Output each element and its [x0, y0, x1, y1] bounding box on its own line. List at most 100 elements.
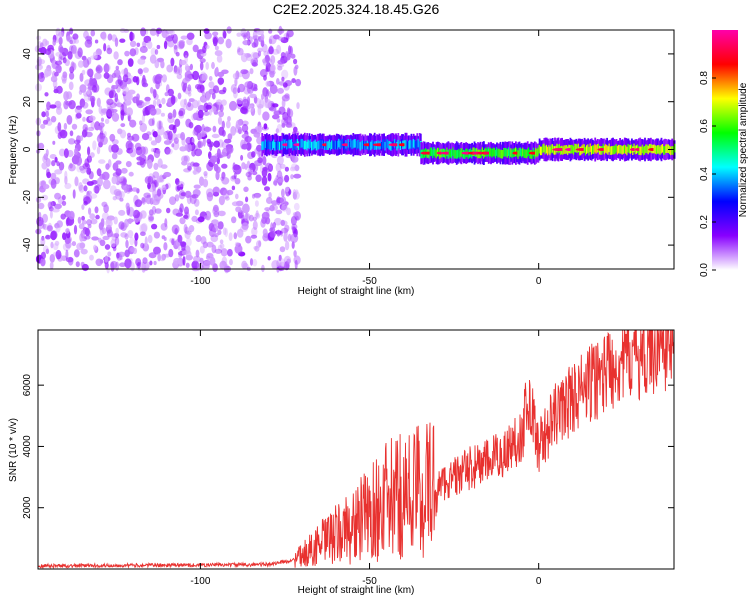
- noise-speckle: [187, 101, 192, 108]
- noise-speckle: [295, 215, 299, 221]
- noise-speckle: [150, 147, 156, 153]
- noise-speckle: [185, 262, 190, 268]
- noise-speckle: [50, 115, 57, 123]
- noise-speckle: [151, 117, 155, 126]
- signal-core: [293, 141, 295, 151]
- noise-speckle: [294, 164, 300, 172]
- noise-speckle: [107, 33, 113, 41]
- noise-speckle: [77, 216, 82, 224]
- noise-speckle: [120, 103, 125, 114]
- noise-speckle: [281, 188, 285, 198]
- noise-speckle: [115, 65, 120, 71]
- noise-speckle: [212, 263, 218, 273]
- noise-speckle: [284, 228, 288, 238]
- noise-speckle: [74, 147, 79, 155]
- spectrogram-y-tick-label: 40: [22, 48, 33, 60]
- noise-speckle: [271, 200, 278, 206]
- signal-core: [412, 139, 415, 148]
- spectrogram-x-tick-label: -50: [362, 276, 377, 287]
- noise-speckle: [77, 47, 83, 58]
- noise-speckle: [116, 253, 122, 261]
- colorbar-tick-label: 0.0: [699, 263, 710, 277]
- noise-speckle: [155, 73, 163, 80]
- noise-speckle: [62, 57, 67, 64]
- noise-speckle: [231, 185, 236, 191]
- noise-speckle: [46, 101, 51, 111]
- noise-speckle: [225, 120, 231, 129]
- signal-core: [383, 139, 385, 148]
- noise-speckle: [43, 73, 49, 78]
- noise-speckle: [221, 141, 230, 149]
- noise-speckle: [272, 103, 279, 108]
- noise-speckle: [148, 216, 154, 221]
- spectrogram-y-axis-label: Frequency (Hz): [8, 116, 19, 185]
- noise-speckle: [212, 125, 217, 133]
- noise-speckle: [161, 97, 166, 105]
- noise-speckle: [165, 148, 173, 155]
- noise-speckle: [125, 184, 132, 194]
- noise-speckle: [277, 36, 285, 41]
- noise-speckle: [74, 176, 79, 187]
- noise-speckle: [84, 39, 93, 48]
- signal-core: [645, 144, 647, 153]
- noise-speckle: [257, 104, 264, 109]
- noise-speckle: [217, 221, 224, 230]
- noise-speckle: [220, 176, 225, 181]
- signal-core: [312, 141, 314, 151]
- noise-speckle: [241, 222, 249, 230]
- signal-core: [595, 145, 598, 154]
- signal-core: [626, 146, 629, 156]
- noise-speckle: [280, 219, 286, 226]
- noise-speckle: [165, 36, 174, 42]
- noise-speckle: [183, 223, 188, 234]
- noise-speckle: [197, 140, 204, 148]
- noise-speckle: [109, 133, 116, 142]
- noise-speckle: [174, 194, 180, 202]
- snr-series-line: [37, 329, 675, 570]
- noise-speckle: [221, 120, 225, 129]
- signal-core: [416, 140, 419, 149]
- signal-core: [528, 147, 530, 156]
- signal-core: [584, 146, 587, 156]
- noise-speckle: [95, 65, 103, 74]
- signal-core: [361, 140, 364, 149]
- noise-speckle: [58, 161, 65, 171]
- signal-core: [280, 141, 282, 150]
- noise-speckle: [139, 223, 148, 234]
- noise-speckle: [284, 93, 290, 99]
- noise-speckle: [273, 110, 279, 119]
- noise-speckle: [115, 168, 122, 176]
- signal-core: [418, 141, 421, 150]
- noise-speckle: [171, 143, 175, 148]
- noise-speckle: [156, 177, 163, 183]
- noise-speckle: [86, 181, 94, 186]
- noise-speckle: [286, 258, 291, 264]
- noise-speckle: [284, 186, 290, 193]
- signal-core: [602, 143, 605, 153]
- noise-speckle: [140, 231, 146, 236]
- noise-speckle: [198, 78, 204, 85]
- noise-speckle: [54, 203, 62, 210]
- noise-speckle: [260, 33, 265, 41]
- noise-speckle: [168, 248, 174, 258]
- noise-speckle: [206, 191, 214, 202]
- noise-speckle: [76, 112, 82, 119]
- noise-speckle: [54, 169, 63, 175]
- noise-speckle: [125, 140, 133, 151]
- noise-speckle: [173, 137, 179, 145]
- noise-speckle: [187, 165, 192, 171]
- noise-speckle: [160, 112, 165, 117]
- noise-speckle: [240, 106, 248, 114]
- noise-speckle: [127, 58, 134, 67]
- noise-speckle: [77, 60, 84, 68]
- noise-speckle: [296, 102, 300, 110]
- signal-core: [563, 145, 566, 154]
- noise-speckle: [213, 140, 220, 148]
- noise-speckle: [193, 255, 201, 263]
- noise-speckle: [86, 57, 92, 65]
- noise-speckle: [233, 172, 237, 180]
- noise-speckle: [142, 110, 146, 117]
- noise-speckle: [206, 252, 214, 258]
- signal-core: [385, 139, 388, 149]
- noise-speckle: [203, 171, 208, 177]
